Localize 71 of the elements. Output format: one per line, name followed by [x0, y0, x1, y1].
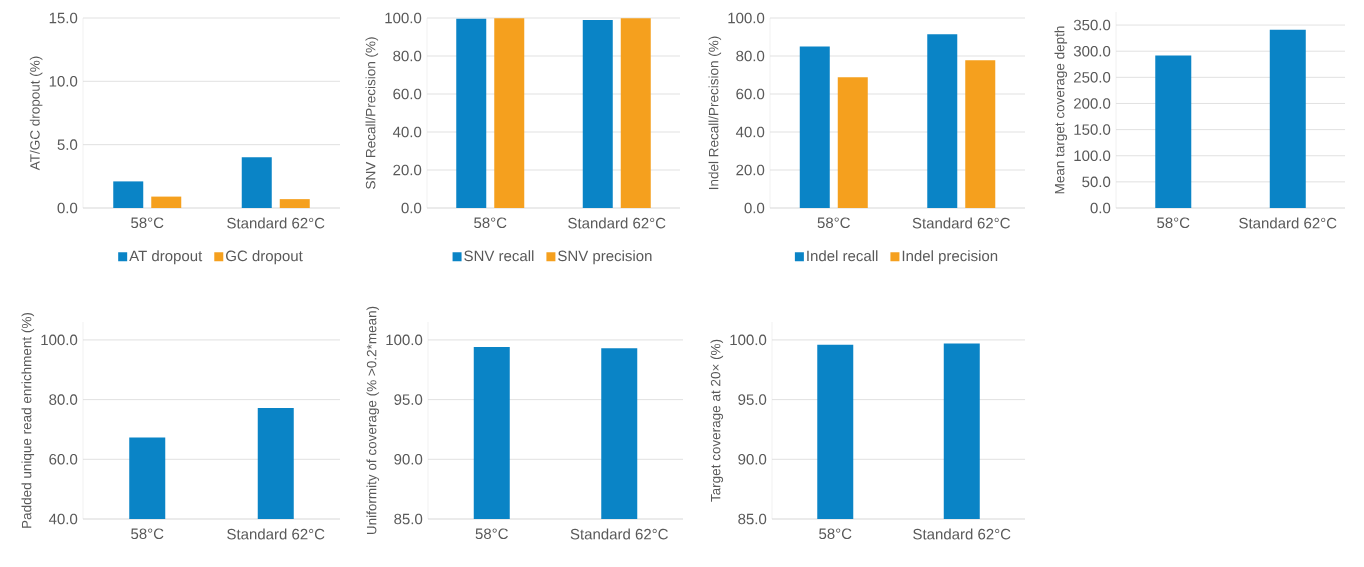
y-axis-title: Mean target coverage depth — [1054, 26, 1068, 194]
y-tick-label: 85.0 — [738, 513, 767, 525]
y-tick-label: 10.0 — [49, 76, 78, 87]
x-tick-label: 58°C — [819, 528, 852, 540]
y-tick-label: 350.0 — [1073, 19, 1111, 31]
y-tick-label: 0.0 — [744, 202, 765, 214]
legend-label: SNV precision — [558, 250, 652, 265]
bar — [113, 181, 144, 208]
y-tick-label: 60.0 — [49, 453, 78, 465]
y-tick-label: 100.0 — [386, 334, 423, 346]
y-tick-label: 100.0 — [385, 12, 422, 24]
bar — [279, 199, 310, 208]
x-tick-label: 58°C — [474, 217, 507, 229]
y-tick-label: 150.0 — [1074, 124, 1111, 135]
x-tick-label: Standard 62°C — [568, 217, 666, 229]
y-tick-label: 0.0 — [1090, 202, 1111, 214]
y-axis-title: Indel Recall/Precision (%) — [708, 36, 722, 190]
y-tick-label: 200.0 — [1074, 98, 1111, 109]
y-tick-label: 15.0 — [49, 12, 78, 24]
x-tick-label: 58°C — [131, 528, 164, 540]
x-tick-label: 58°C — [1157, 217, 1190, 229]
x-tick-label: Standard 62°C — [1239, 217, 1337, 229]
y-axis-title: AT/GC dropout (%) — [29, 56, 43, 171]
x-tick-label: 58°C — [475, 528, 508, 540]
legend-label: Indel precision — [902, 250, 998, 265]
y-tick-label: 40.0 — [735, 126, 765, 138]
bar — [965, 60, 996, 208]
y-tick-label: 85.0 — [394, 513, 423, 525]
x-tick-label: 58°C — [817, 217, 850, 229]
y-axis-title: Target coverage at 20× (%) — [710, 339, 724, 502]
y-tick-label: 20.0 — [393, 164, 422, 176]
bar — [837, 77, 868, 208]
x-tick-label: Standard 62°C — [227, 528, 325, 540]
x-tick-label: 58°C — [131, 217, 164, 229]
legend-label: GC dropout — [226, 250, 303, 265]
x-tick-label: Standard 62°C — [227, 217, 325, 229]
y-tick-label: 0.0 — [401, 202, 422, 214]
y-tick-label: 40.0 — [48, 513, 78, 525]
y-tick-label: 40.0 — [392, 126, 422, 138]
y-tick-label: 95.0 — [394, 394, 423, 405]
legend-label: Indel recall — [807, 250, 878, 262]
y-tick-label: 95.0 — [738, 394, 767, 405]
y-tick-label: 80.0 — [736, 50, 765, 62]
bar — [799, 46, 830, 208]
y-tick-label: 90.0 — [738, 453, 767, 465]
y-tick-label: 300.0 — [1073, 45, 1111, 57]
y-axis-title: Uniformity of coverage (% >0.2*mean) — [366, 306, 380, 535]
y-tick-label: 80.0 — [49, 394, 78, 405]
y-tick-label: 250.0 — [1074, 72, 1111, 83]
y-tick-label: 80.0 — [393, 50, 422, 62]
y-tick-label: 0.0 — [57, 202, 78, 214]
y-tick-label: 100.0 — [41, 334, 78, 346]
bar — [927, 34, 958, 208]
y-tick-label: 50.0 — [1082, 176, 1111, 188]
y-tick-label: 100.0 — [728, 12, 765, 24]
bar — [241, 157, 272, 208]
x-tick-label: Standard 62°C — [913, 528, 1011, 540]
y-tick-label: 60.0 — [736, 88, 765, 100]
y-tick-label: 60.0 — [393, 88, 422, 100]
legend-label: SNV recall — [464, 250, 534, 262]
y-tick-label: 20.0 — [736, 164, 765, 176]
y-tick-label: 90.0 — [394, 453, 423, 465]
y-axis-title: SNV Recall/Precision (%) — [365, 37, 379, 189]
y-tick-label: 100.0 — [1074, 150, 1111, 162]
bar — [151, 196, 182, 208]
x-tick-label: Standard 62°C — [570, 528, 668, 540]
y-tick-label: 100.0 — [730, 334, 767, 346]
legend-label: AT dropout — [129, 250, 203, 265]
y-tick-label: 5.0 — [57, 139, 78, 150]
x-tick-label: Standard 62°C — [912, 217, 1010, 229]
y-axis-title: Padded unique read enrichment (%) — [21, 312, 35, 528]
